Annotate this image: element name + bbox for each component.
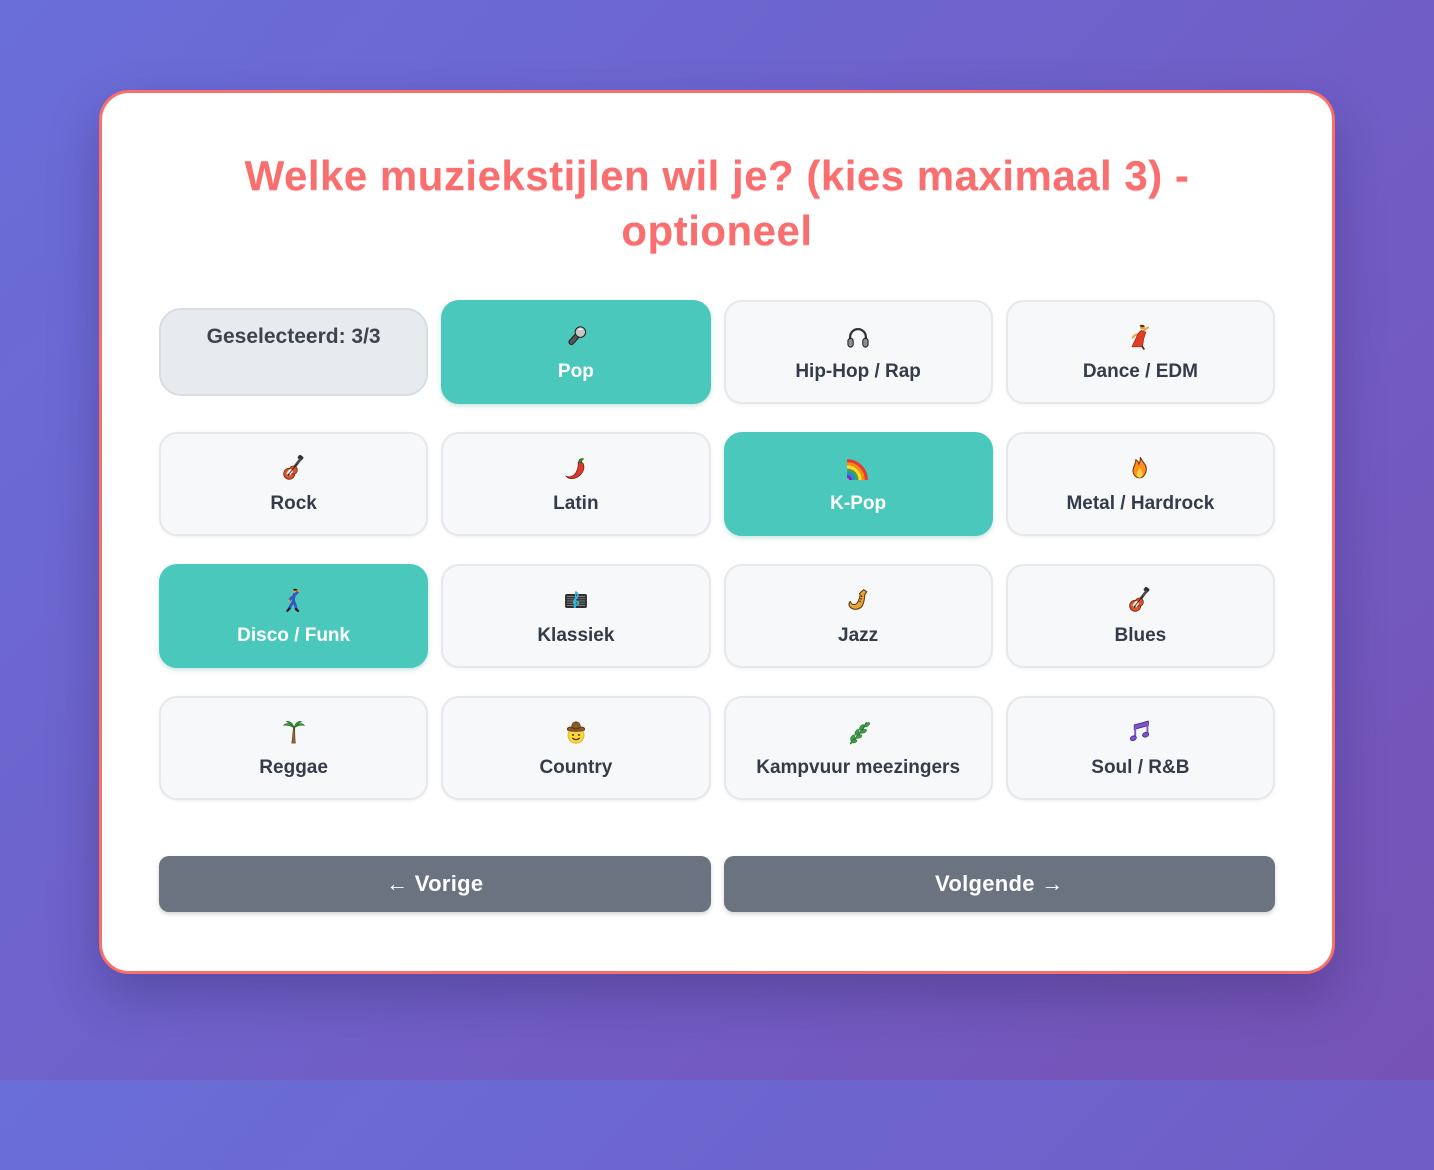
option-label: Hip-Hop / Rap [795, 360, 921, 382]
woman-dancing-icon [1125, 322, 1155, 352]
fire-icon [1125, 454, 1155, 484]
nav-buttons: ← Vorige Volgende → [159, 856, 1275, 913]
headphones-icon [843, 322, 873, 352]
electric-guitar-icon [1125, 586, 1155, 616]
electric-guitar-icon [279, 454, 309, 484]
question-card: Welke muziekstijlen wil je? (kies maxima… [99, 90, 1335, 974]
option-label: Dance / EDM [1082, 360, 1198, 382]
option-label: Jazz [838, 624, 879, 646]
musical-notes-icon [1125, 718, 1155, 748]
option-soul-rnb[interactable]: Soul / R&B [1005, 696, 1275, 801]
options-grid: Geselecteerd: 3/3 Pop Hip-Hop / Rap [159, 300, 1275, 801]
cowboy-hat-face-icon [561, 718, 591, 748]
option-jazz[interactable]: Jazz [723, 564, 993, 669]
option-dance-edm[interactable]: Dance / EDM [1005, 300, 1275, 405]
palm-tree-icon [279, 718, 309, 748]
option-label: Rock [270, 492, 317, 514]
option-label: Klassiek [537, 624, 615, 646]
option-label: Reggae [259, 756, 328, 778]
previous-button[interactable]: ← Vorige [159, 856, 711, 913]
option-label: Soul / R&B [1091, 756, 1190, 778]
option-label: Latin [553, 492, 599, 514]
option-reggae[interactable]: Reggae [159, 696, 429, 801]
option-blues[interactable]: Blues [1005, 564, 1275, 669]
herb-icon [843, 718, 873, 748]
option-country[interactable]: Country [441, 696, 711, 801]
option-label: Blues [1114, 624, 1167, 646]
option-hip-hop-rap[interactable]: Hip-Hop / Rap [723, 300, 993, 405]
man-dancing-icon [279, 586, 309, 616]
option-label: Kampvuur meezingers [756, 756, 961, 778]
microphone-icon [561, 322, 591, 352]
question-title: Welke muziekstijlen wil je? (kies maxima… [244, 152, 1190, 254]
option-rock[interactable]: Rock [159, 432, 429, 537]
option-label: Pop [557, 360, 594, 382]
option-label: Disco / Funk [237, 624, 351, 646]
option-latin[interactable]: Latin [441, 432, 711, 537]
selection-counter: Geselecteerd: 3/3 [159, 308, 429, 397]
option-klassiek[interactable]: Klassiek [441, 564, 711, 669]
option-pop[interactable]: Pop [441, 300, 711, 405]
saxophone-icon [843, 586, 873, 616]
rainbow-icon [843, 454, 873, 484]
chili-pepper-icon [561, 454, 591, 484]
musical-score-icon [561, 586, 591, 616]
option-kampvuur-meezingers[interactable]: Kampvuur meezingers [723, 696, 993, 801]
next-button[interactable]: Volgende → [723, 856, 1275, 913]
option-label: K-Pop [830, 492, 887, 514]
option-label: Metal / Hardrock [1066, 492, 1215, 514]
option-label: Country [539, 756, 613, 778]
option-metal-hardrock[interactable]: Metal / Hardrock [1005, 432, 1275, 537]
option-disco-funk[interactable]: Disco / Funk [159, 564, 429, 669]
option-k-pop[interactable]: K-Pop [723, 432, 993, 537]
